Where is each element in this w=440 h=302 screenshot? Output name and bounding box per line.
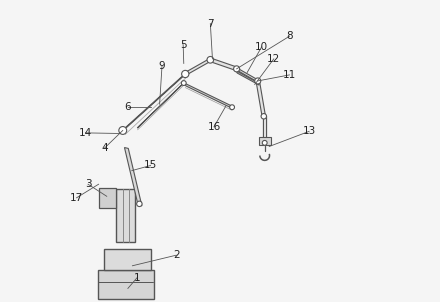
Text: 14: 14 [79,128,92,138]
Text: 8: 8 [286,31,293,41]
Circle shape [255,78,261,84]
Bar [259,137,271,145]
Polygon shape [256,81,266,117]
Text: 10: 10 [255,42,268,52]
Text: 2: 2 [173,250,180,260]
Text: 6: 6 [125,102,131,112]
Polygon shape [236,67,259,83]
Polygon shape [236,71,259,85]
Text: 4: 4 [101,143,108,153]
Text: 9: 9 [159,61,165,71]
Text: 3: 3 [85,179,92,189]
Text: 5: 5 [180,40,187,50]
Polygon shape [185,83,233,109]
Circle shape [207,56,214,63]
Text: 11: 11 [283,70,296,80]
Circle shape [181,81,186,85]
Text: 17: 17 [70,193,83,203]
Text: 16: 16 [207,122,220,132]
Circle shape [230,105,235,110]
Bar [116,189,136,242]
Polygon shape [137,82,185,128]
Text: 12: 12 [267,54,280,64]
Text: 13: 13 [302,126,316,137]
Polygon shape [121,72,187,133]
Text: 15: 15 [144,160,157,171]
Circle shape [262,140,267,145]
Text: 1: 1 [134,273,140,283]
Circle shape [234,66,240,72]
Polygon shape [184,57,212,76]
Text: 7: 7 [207,18,214,29]
Bar [98,270,154,299]
Bar [104,249,150,270]
Circle shape [137,201,142,207]
Circle shape [119,127,127,134]
Polygon shape [209,58,237,71]
Circle shape [261,114,267,119]
Polygon shape [125,148,142,206]
Circle shape [182,70,189,78]
Bar [99,188,116,208]
